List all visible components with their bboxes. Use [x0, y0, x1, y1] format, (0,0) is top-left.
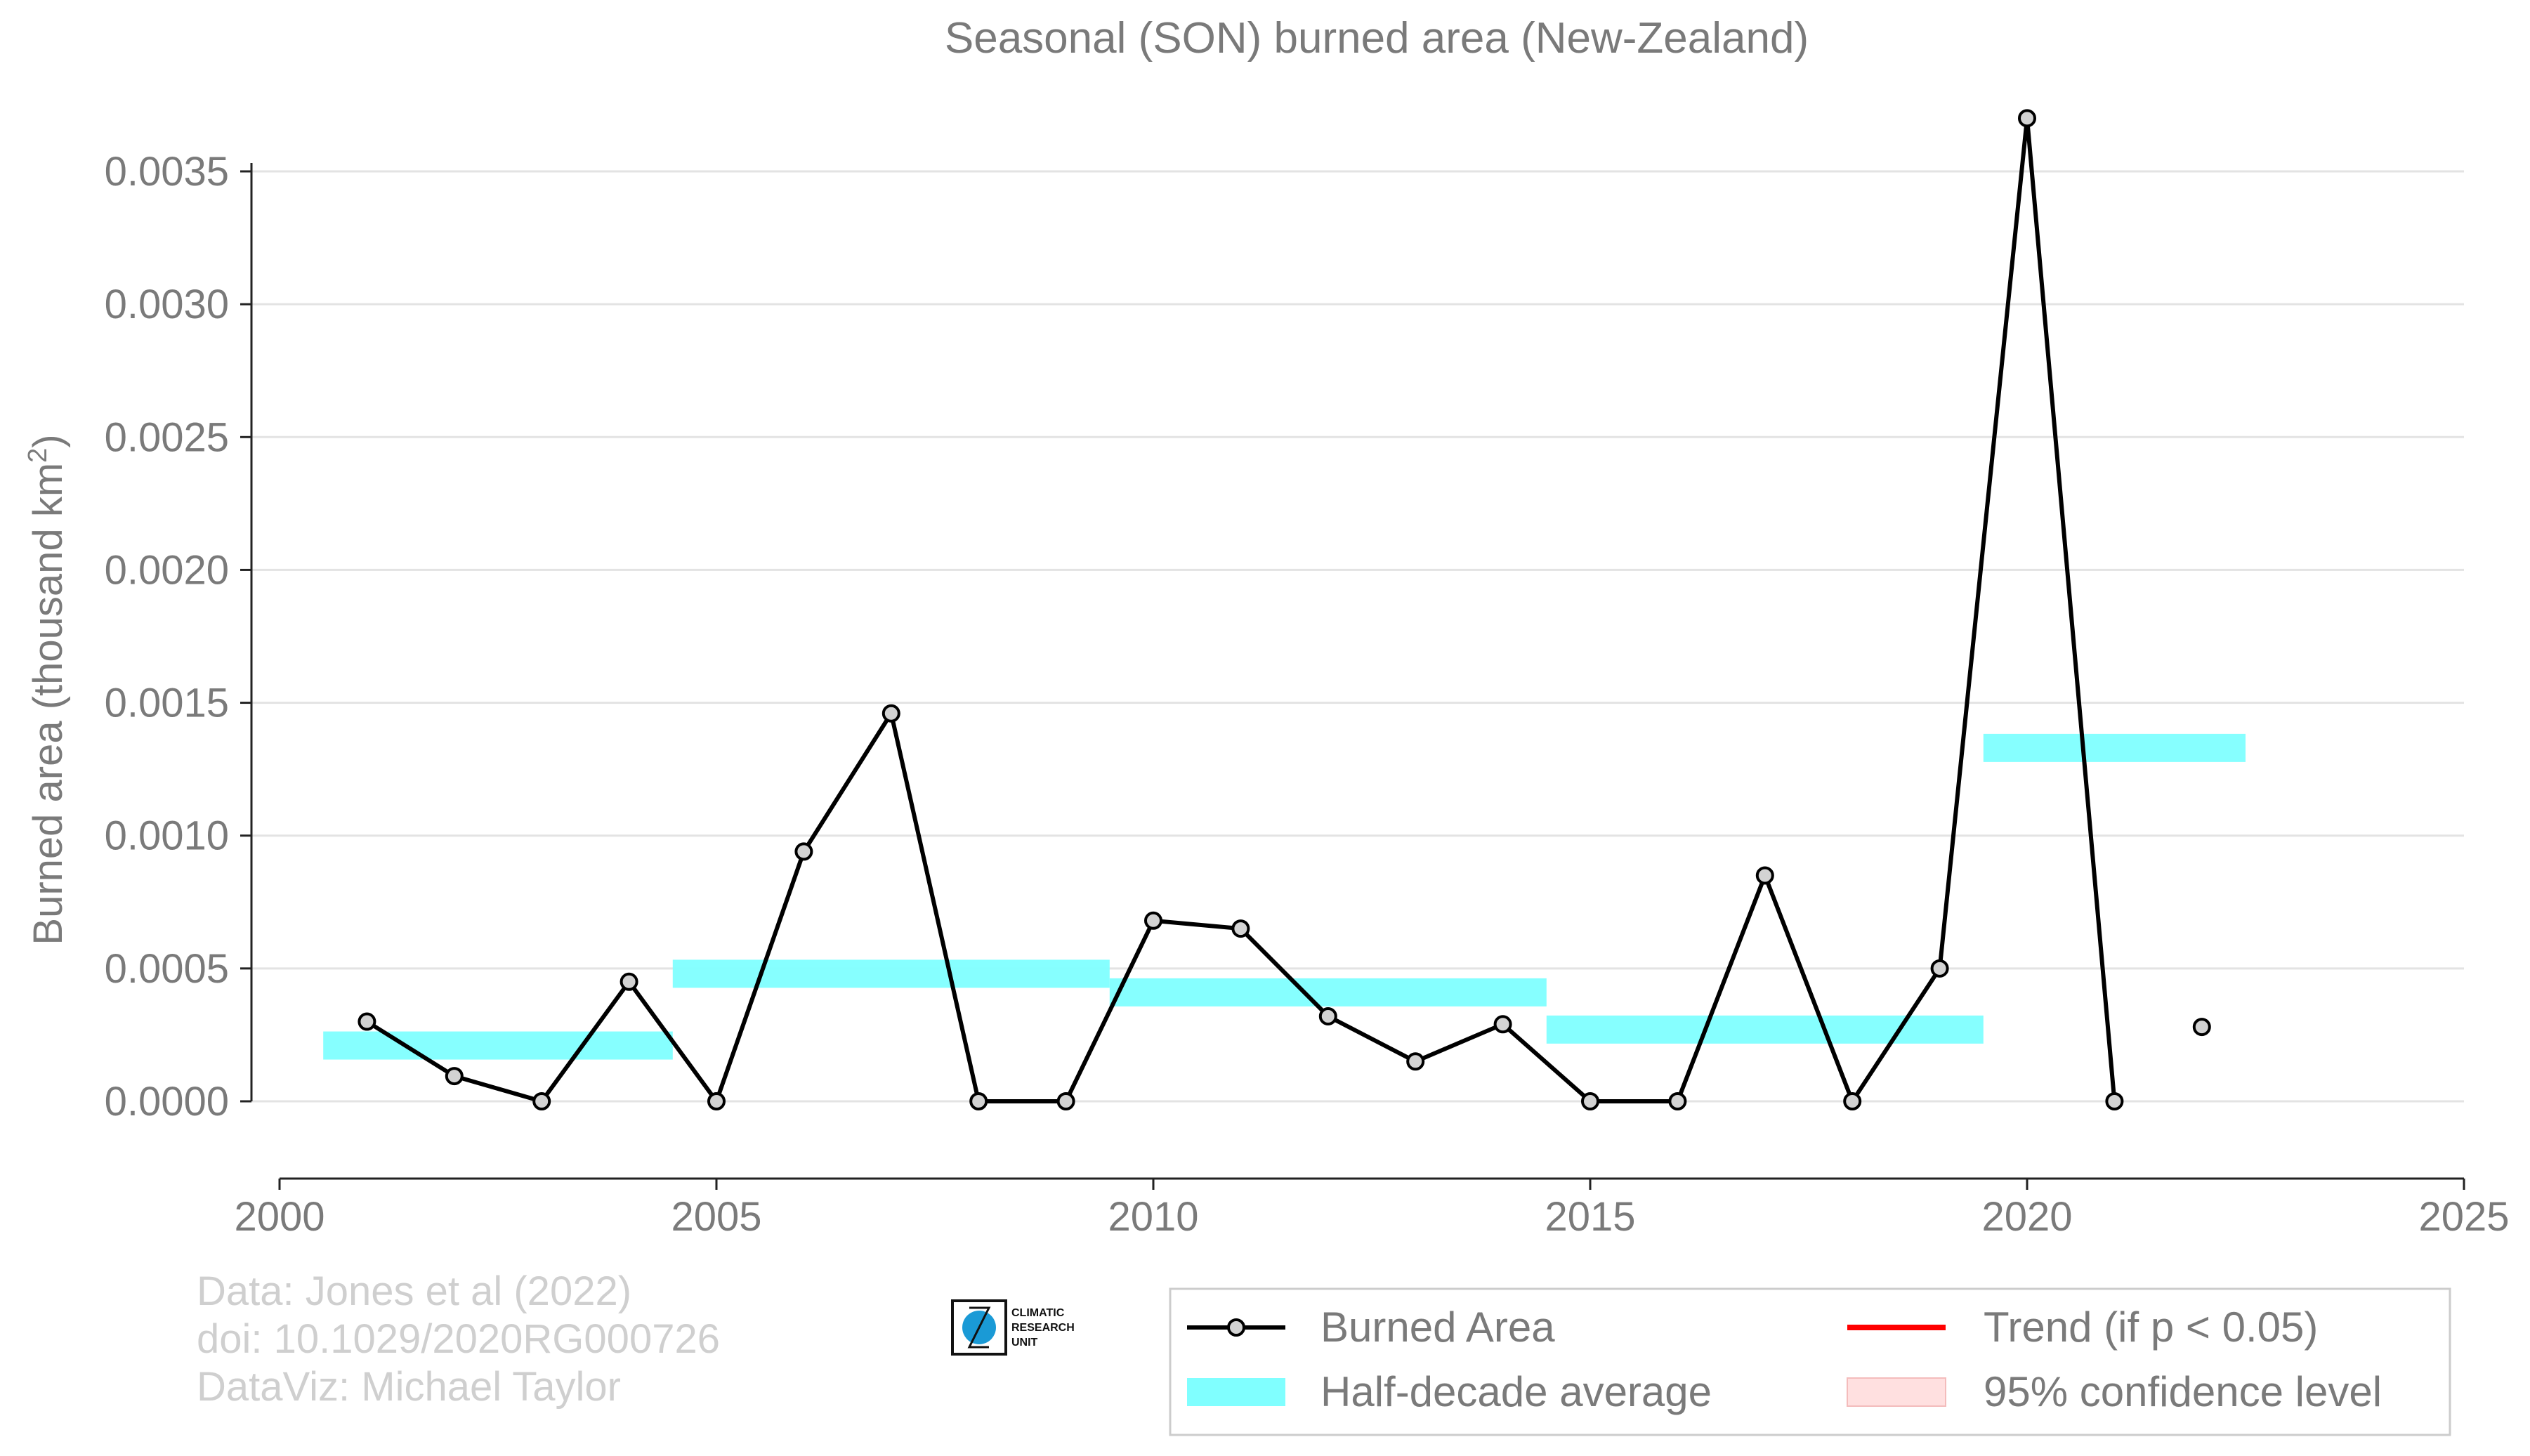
credit-data: Data: Jones et al (2022) — [197, 1268, 631, 1314]
data-point — [620, 972, 638, 991]
legend-confidence-label: 95% confidence level — [1984, 1368, 2382, 1415]
data-point — [1144, 911, 1162, 930]
data-point — [1318, 1006, 1337, 1025]
chart-title: Seasonal (SON) burned area (New-Zealand) — [945, 14, 1809, 63]
legend-half-decade-label: Half-decade average — [1320, 1368, 1712, 1415]
data-point — [358, 1012, 376, 1031]
y-axis-label-close: ) — [25, 434, 71, 447]
logo-text-2: RESEARCH — [1011, 1322, 1075, 1334]
legend: Burned Area Trend (if p < 0.05) Half-dec… — [1169, 1287, 2451, 1436]
logo-text-3: UNIT — [1011, 1337, 1038, 1349]
logo-text-1: CLIMATIC — [1011, 1307, 1065, 1319]
credit-doi: doi: 10.1029/2020RG000726 — [197, 1316, 720, 1362]
y-tick-label: 0.0015 — [105, 681, 229, 726]
data-point — [707, 1092, 726, 1110]
data-point — [1755, 866, 1774, 885]
x-tick-label: 2025 — [2418, 1194, 2509, 1240]
legend-burned-area-marker — [1227, 1318, 1245, 1337]
y-tick-label: 0.0030 — [105, 282, 229, 327]
data-point — [1843, 1092, 1862, 1110]
x-tick-label: 2010 — [1108, 1194, 1198, 1240]
series-line — [367, 118, 2201, 1101]
data-point — [794, 842, 813, 861]
y-tick-label: 0.0020 — [105, 547, 229, 593]
legend-half-decade-swatch — [1187, 1378, 1285, 1406]
data-point — [532, 1092, 551, 1110]
burned-area-series — [367, 118, 2201, 1101]
y-axis-label-superscript: 2 — [23, 448, 53, 463]
burned-area-markers — [358, 109, 2211, 1110]
x-tick-label: 2000 — [234, 1194, 325, 1240]
half-decade-band — [1983, 733, 2246, 762]
data-point — [1406, 1052, 1425, 1071]
legend-box — [1169, 1287, 2451, 1436]
x-tick-label: 2020 — [1981, 1194, 2072, 1240]
data-point — [2192, 1018, 2211, 1037]
data-point — [1231, 919, 1250, 938]
gridlines — [251, 170, 2464, 1103]
credits: Data: Jones et al (2022) doi: 10.1029/20… — [197, 1268, 720, 1410]
half-decade-band — [672, 959, 1110, 988]
legend-trend-label: Trend (if p < 0.05) — [1984, 1304, 2318, 1351]
x-axis-ticks: 2000 2005 2010 2015 2020 2025 — [234, 1179, 2510, 1240]
x-tick-label: 2015 — [1545, 1194, 1635, 1240]
y-tick-label: 0.0025 — [105, 414, 229, 460]
y-tick-label: 0.0010 — [105, 813, 229, 859]
half-decade-band — [323, 1031, 673, 1060]
credit-dataviz: DataViz: Michael Taylor — [197, 1364, 621, 1410]
data-point — [1668, 1092, 1687, 1110]
data-point — [1493, 1015, 1512, 1034]
logo-frame — [951, 1299, 1007, 1356]
data-point — [969, 1092, 988, 1110]
data-point — [1930, 959, 1949, 978]
legend-confidence-swatch — [1847, 1377, 1946, 1407]
legend-burned-area-label: Burned Area — [1320, 1304, 1555, 1351]
data-point — [2018, 109, 2036, 128]
data-point — [1581, 1092, 1599, 1110]
y-tick-label: 0.0035 — [105, 149, 229, 195]
y-axis-label: Burned area (thousand km2) — [23, 434, 71, 945]
data-point — [445, 1067, 464, 1086]
half-decade-band — [1109, 978, 1547, 1006]
cru-logo: CLIMATIC RESEARCH UNIT — [951, 1299, 1075, 1356]
x-tick-label: 2005 — [671, 1194, 761, 1240]
half-decade-average-bands — [323, 733, 2246, 1060]
half-decade-band — [1546, 1015, 1984, 1044]
y-axis-ticks: 0.0000 0.0005 0.0010 0.0015 0.0020 0.0025 0.00… — [105, 149, 251, 1124]
data-point — [881, 704, 900, 723]
y-tick-label: 0.0000 — [105, 1079, 229, 1124]
data-point — [1056, 1092, 1075, 1110]
logo-swoosh — [967, 1306, 991, 1349]
y-tick-label: 0.0005 — [105, 946, 229, 992]
data-point — [2105, 1092, 2124, 1110]
